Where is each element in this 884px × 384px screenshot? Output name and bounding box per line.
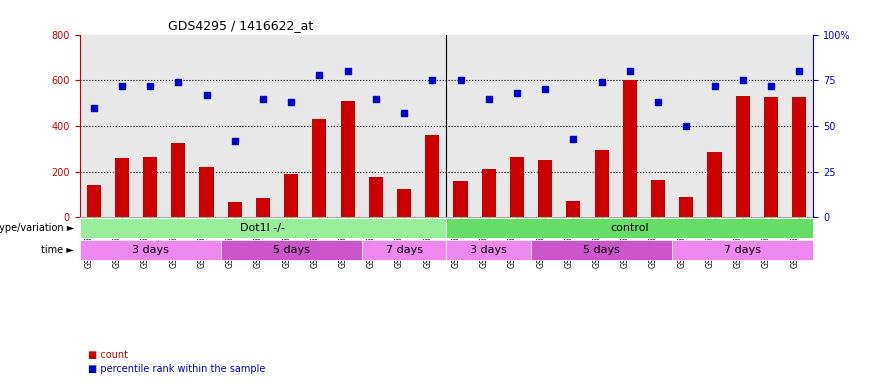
Bar	[369, 177, 383, 217]
Text: time ►: time ►	[42, 245, 74, 255]
Point	[453, 77, 468, 83]
Bar	[425, 135, 439, 217]
Point	[567, 136, 581, 142]
Point	[397, 110, 411, 116]
Bar	[340, 101, 354, 217]
Text: ■ percentile rank within the sample: ■ percentile rank within the sample	[88, 364, 266, 374]
Text: 7 days: 7 days	[385, 245, 423, 255]
Bar	[707, 152, 721, 217]
Point	[792, 68, 806, 74]
FancyBboxPatch shape	[446, 240, 531, 260]
Text: control: control	[611, 223, 649, 233]
Text: 3 days: 3 days	[132, 245, 169, 255]
Point	[312, 72, 326, 78]
Bar	[115, 158, 129, 217]
FancyBboxPatch shape	[80, 218, 446, 238]
Point	[482, 96, 496, 102]
Bar	[651, 180, 665, 217]
Bar	[567, 201, 581, 217]
Point	[623, 68, 637, 74]
Bar	[482, 169, 496, 217]
FancyBboxPatch shape	[446, 218, 813, 238]
Point	[425, 77, 439, 83]
Bar	[792, 98, 806, 217]
FancyBboxPatch shape	[362, 240, 446, 260]
Text: 5 days: 5 days	[273, 245, 309, 255]
Bar	[453, 181, 468, 217]
Bar	[200, 167, 214, 217]
FancyBboxPatch shape	[221, 240, 362, 260]
Text: ■ count: ■ count	[88, 350, 128, 360]
Point	[200, 92, 214, 98]
Point	[115, 83, 129, 89]
Point	[369, 96, 383, 102]
Bar	[284, 174, 298, 217]
Text: GDS4295 / 1416622_at: GDS4295 / 1416622_at	[168, 19, 313, 32]
Text: 7 days: 7 days	[724, 245, 761, 255]
Text: 3 days: 3 days	[470, 245, 507, 255]
Point	[228, 137, 242, 144]
FancyBboxPatch shape	[672, 240, 813, 260]
Text: Dot1l -/-: Dot1l -/-	[240, 223, 286, 233]
Point	[707, 83, 721, 89]
Bar	[735, 96, 750, 217]
Point	[256, 96, 271, 102]
FancyBboxPatch shape	[531, 240, 672, 260]
Bar	[87, 185, 101, 217]
Bar	[595, 150, 609, 217]
Point	[595, 79, 609, 85]
Bar	[171, 143, 186, 217]
Point	[651, 99, 665, 105]
Bar	[256, 198, 270, 217]
Bar	[312, 119, 326, 217]
Point	[679, 123, 693, 129]
Bar	[679, 197, 693, 217]
Bar	[764, 98, 778, 217]
Point	[510, 90, 524, 96]
Point	[143, 83, 157, 89]
Point	[340, 68, 354, 74]
FancyBboxPatch shape	[80, 240, 221, 260]
Point	[538, 86, 552, 93]
Point	[284, 99, 298, 105]
Point	[171, 79, 186, 85]
Text: 5 days: 5 days	[583, 245, 620, 255]
Text: genotype/variation ►: genotype/variation ►	[0, 223, 74, 233]
Bar	[510, 157, 524, 217]
Bar	[623, 80, 636, 217]
Bar	[397, 189, 411, 217]
Bar	[143, 157, 157, 217]
Bar	[538, 160, 552, 217]
Point	[735, 77, 750, 83]
Point	[764, 83, 778, 89]
Point	[87, 104, 101, 111]
Bar	[228, 202, 242, 217]
